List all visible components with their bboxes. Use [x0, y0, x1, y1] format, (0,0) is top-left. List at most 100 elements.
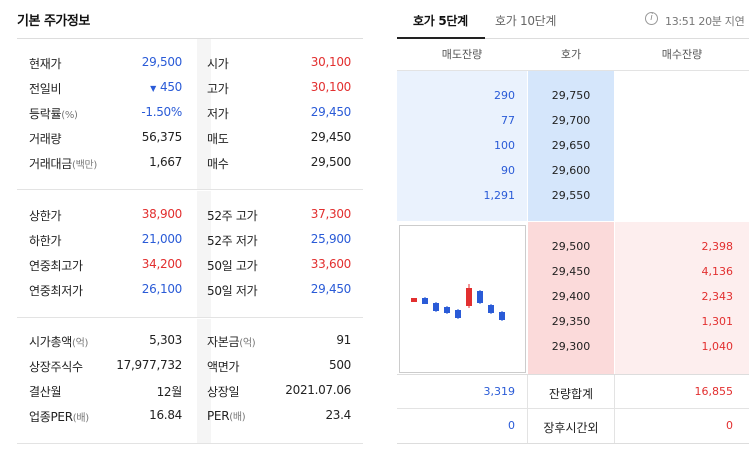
- right-value: 30,100: [310, 80, 352, 94]
- left-value: 26,100: [141, 282, 183, 296]
- right-value: 500: [328, 358, 351, 372]
- ask-row[interactable]: 100 29,650: [397, 134, 749, 159]
- candle-body: [411, 298, 417, 302]
- right-value: 91: [336, 333, 351, 347]
- right-value: 23.4: [325, 408, 351, 422]
- unit-label: (백만): [71, 160, 97, 171]
- left-value: ▼ 450: [150, 80, 182, 94]
- left-value: 16.84: [149, 408, 182, 422]
- candle-body: [488, 305, 494, 313]
- ask-row[interactable]: 90 29,600: [397, 159, 749, 184]
- ask-qty: 77: [501, 114, 515, 127]
- after-hours-ask-qty: 0: [508, 419, 515, 432]
- left-label: 상장주식수: [29, 360, 83, 374]
- unit-label: (억): [71, 338, 89, 349]
- info-row: 거래대금(백만) 1,667 매수 29,500: [17, 150, 363, 175]
- candle: [422, 297, 428, 304]
- bid-row[interactable]: 29,400 2,343: [397, 285, 749, 310]
- right-label: 50일 고가: [207, 259, 258, 273]
- ask-price: 29,750: [551, 89, 591, 102]
- left-label: 현재가: [29, 57, 62, 71]
- right-value: 2021.07.06: [285, 383, 351, 397]
- bid-price: 29,350: [551, 315, 591, 328]
- left-value: 56,375: [141, 130, 183, 144]
- left-value: 34,200: [141, 257, 183, 271]
- left-label: 전일비: [29, 82, 62, 96]
- right-label: 매도: [207, 132, 229, 146]
- after-hours-bid-qty: 0: [726, 419, 733, 432]
- ask-row[interactable]: 77 29,700: [397, 109, 749, 134]
- info-row: 시가총액(억) 5,303 자본금(억) 91: [17, 328, 363, 353]
- unit-label: (억): [239, 338, 256, 349]
- unit-label: (배): [72, 413, 89, 424]
- left-value: 38,900: [141, 207, 183, 221]
- bid-row[interactable]: 29,500 2,398: [397, 235, 749, 260]
- candle: [488, 304, 494, 314]
- ask-price-area: [528, 71, 614, 221]
- total-label: 잔량합계: [548, 387, 594, 401]
- candle: [477, 290, 483, 304]
- total-remaining-row: 3,319 잔량합계 16,855: [397, 375, 749, 409]
- left-label: 상한가: [29, 209, 62, 223]
- order-book-panel: 호가 5단계 호가 10단계 i 13:51 20분 지연 매도잔량 호가 매수…: [397, 0, 749, 449]
- right-label: 상장일: [207, 385, 240, 399]
- candle: [411, 298, 417, 302]
- candle: [499, 311, 505, 321]
- info-row: 거래량 56,375 매도 29,450: [17, 125, 363, 150]
- left-label: 결산월: [29, 385, 62, 399]
- right-value: 37,300: [310, 207, 352, 221]
- left-label: 거래량: [29, 132, 62, 146]
- left-value: 5,303: [149, 333, 182, 347]
- right-value: 33,600: [310, 257, 352, 271]
- bid-price: 29,500: [551, 240, 591, 253]
- ask-row[interactable]: 290 29,750: [397, 84, 749, 109]
- candle: [444, 306, 450, 314]
- info-icon[interactable]: i: [645, 12, 658, 25]
- ask-price: 29,700: [551, 114, 591, 127]
- header-bid-qty: 매수잔량: [615, 40, 749, 70]
- bid-price: 29,450: [551, 265, 591, 278]
- bid-qty-area: [615, 222, 749, 374]
- candle-body: [499, 312, 505, 320]
- right-label: PER(배): [207, 409, 246, 423]
- bid-qty: 4,136: [701, 265, 734, 278]
- after-hours-row: 0 장후시간외 0: [397, 409, 749, 443]
- bid-row[interactable]: 29,350 1,301: [397, 310, 749, 335]
- left-label: 시가총액(억): [29, 335, 89, 349]
- tab-5-levels[interactable]: 호가 5단계: [413, 14, 468, 28]
- right-value: 29,450: [310, 130, 352, 144]
- candle: [455, 309, 461, 319]
- right-value: 29,500: [310, 155, 352, 169]
- bid-row[interactable]: 29,300 1,040: [397, 335, 749, 360]
- left-label: 거래대금(백만): [29, 157, 97, 171]
- right-label: 자본금(억): [207, 335, 256, 349]
- left-label: 연중최저가: [29, 284, 83, 298]
- candle: [466, 284, 472, 308]
- ask-qty: 290: [494, 89, 515, 102]
- info-row: 전일비 ▼ 450 고가 30,100: [17, 75, 363, 100]
- total-ask-qty: 3,319: [483, 385, 516, 398]
- candle-body: [477, 291, 483, 303]
- bid-qty: 1,301: [701, 315, 734, 328]
- candle-body: [466, 288, 472, 306]
- right-label: 액면가: [207, 360, 240, 374]
- candle-body: [444, 307, 450, 313]
- candle: [433, 302, 439, 312]
- left-label: 등락률(%): [29, 107, 78, 121]
- right-label: 고가: [207, 82, 229, 96]
- ask-row[interactable]: 1,291 29,550: [397, 184, 749, 209]
- after-hours-label: 장후시간외: [543, 421, 599, 435]
- info-row: 업종PER(배) 16.84 PER(배) 23.4: [17, 403, 363, 428]
- right-value: 29,450: [310, 105, 352, 119]
- bid-row[interactable]: 29,450 4,136: [397, 260, 749, 285]
- ask-price: 29,550: [551, 189, 591, 202]
- tab-10-levels[interactable]: 호가 10단계: [495, 14, 557, 28]
- right-value: 30,100: [310, 55, 352, 69]
- mini-candle-chart: [399, 225, 526, 373]
- left-label: 연중최고가: [29, 259, 83, 273]
- ask-qty: 1,291: [483, 189, 516, 202]
- ask-price: 29,650: [551, 139, 591, 152]
- bid-price: 29,400: [551, 290, 591, 303]
- range-info-section: 상한가 38,900 52주 고가 37,300 하한가 21,000 52주 저가 25,9…: [17, 191, 363, 318]
- bid-price: 29,300: [551, 340, 591, 353]
